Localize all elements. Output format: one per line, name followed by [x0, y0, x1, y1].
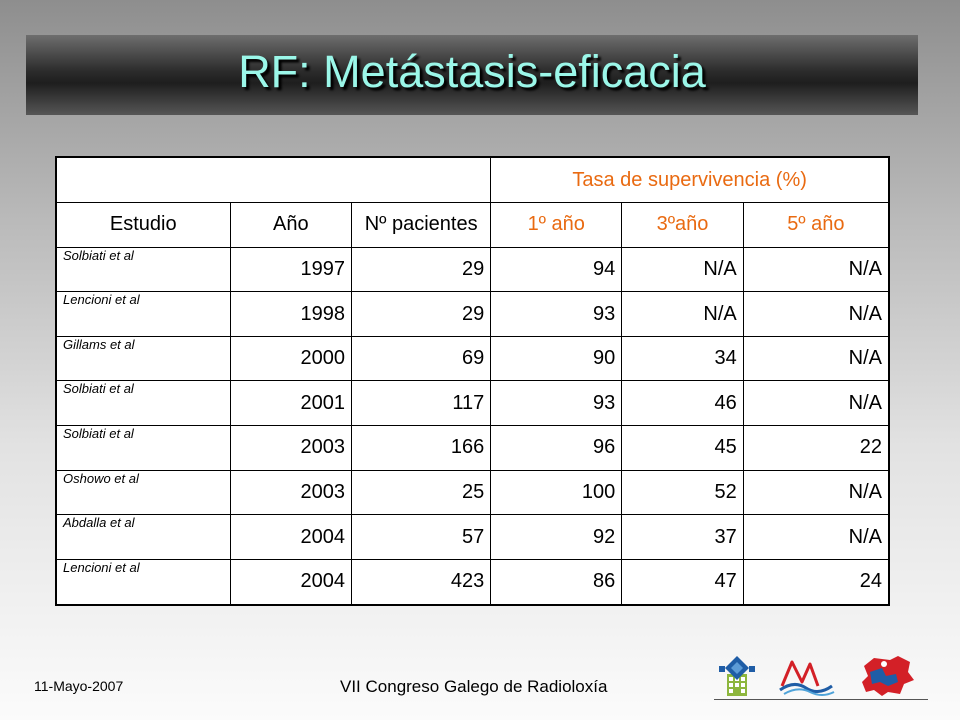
cell-patients: 29: [351, 291, 492, 337]
cell-year1: 93: [490, 380, 623, 427]
column-header-year1: 1º año: [490, 202, 623, 248]
cell-study: Lencioni et al: [55, 291, 231, 337]
column-header-year5: 5º año: [742, 202, 890, 248]
column-header-patients: Nº pacientes: [351, 202, 492, 248]
table-row: Lencioni et al 2004 423 86 47 24: [55, 558, 890, 606]
cell-year: 2004: [229, 514, 353, 560]
table-row: Solbiati et al 2001 117 93 46 N/A: [55, 380, 890, 427]
cell-year1: 100: [490, 469, 623, 516]
logo-divider: [714, 699, 928, 700]
title-bar: RF: Metástasis-eficacia: [26, 35, 918, 115]
cell-patients: 423: [351, 558, 492, 606]
column-header-row: Estudio Año Nº pacientes 1º año 3ºaño 5º…: [55, 202, 890, 248]
cell-study: Solbiati et al: [55, 246, 231, 293]
cell-study: Lencioni et al: [55, 558, 231, 606]
cell-year1: 92: [490, 514, 623, 560]
logo-strip: [719, 656, 914, 696]
cell-year: 2003: [229, 425, 353, 471]
empty-header-cell: [55, 156, 492, 204]
cell-study: Abdalla et al: [55, 514, 231, 560]
cell-patients: 69: [351, 335, 492, 382]
cell-year: 2004: [229, 558, 353, 606]
footer-date: 11-Mayo-2007: [34, 678, 124, 694]
cell-study: Solbiati et al: [55, 425, 231, 471]
cell-year5: N/A: [742, 291, 890, 337]
survival-rate-header: Tasa de supervivencia (%): [490, 156, 890, 204]
table-row: Solbiati et al 2003 166 96 45 22: [55, 425, 890, 471]
cell-year3: 37: [621, 514, 744, 560]
galicia-map-logo-icon: [862, 656, 914, 696]
cell-patients: 29: [351, 246, 492, 293]
cell-year3: 34: [621, 335, 744, 382]
cell-year1: 93: [490, 291, 623, 337]
cell-year: 2003: [229, 469, 353, 516]
cell-year1: 86: [490, 558, 623, 606]
slide-title: RF: Metástasis-eficacia: [238, 45, 706, 97]
cell-study: Gillams et al: [55, 335, 231, 382]
cell-year: 2000: [229, 335, 353, 382]
cell-year3: 52: [621, 469, 744, 516]
survival-table: Tasa de supervivencia (%) Estudio Año Nº…: [55, 156, 890, 606]
cell-year3: 45: [621, 425, 744, 471]
cell-year5: 24: [742, 558, 890, 606]
cell-year3: 46: [621, 380, 744, 427]
cell-patients: 57: [351, 514, 492, 560]
cell-year3: N/A: [621, 246, 744, 293]
cell-year5: 22: [742, 425, 890, 471]
cell-patients: 25: [351, 469, 492, 516]
cell-year3: N/A: [621, 291, 744, 337]
table-row: Solbiati et al 1997 29 94 N/A N/A: [55, 246, 890, 293]
cell-year: 1997: [229, 246, 353, 293]
group-header-row: Tasa de supervivencia (%): [55, 156, 890, 204]
cell-patients: 117: [351, 380, 492, 427]
cell-year: 2001: [229, 380, 353, 427]
cell-patients: 166: [351, 425, 492, 471]
cell-year: 1998: [229, 291, 353, 337]
table-row: Oshowo et al 2003 25 100 52 N/A: [55, 469, 890, 516]
table-row: Gillams et al 2000 69 90 34 N/A: [55, 335, 890, 382]
table-row: Lencioni et al 1998 29 93 N/A N/A: [55, 291, 890, 337]
cell-year5: N/A: [742, 469, 890, 516]
table-row: Abdalla et al 2004 57 92 37 N/A: [55, 514, 890, 560]
cell-year1: 94: [490, 246, 623, 293]
column-header-study: Estudio: [55, 202, 231, 248]
cell-year5: N/A: [742, 514, 890, 560]
column-header-year: Año: [229, 202, 353, 248]
ribbon-logo-icon: [779, 660, 835, 696]
footer-event: VII Congreso Galego de Radioloxía: [340, 677, 608, 696]
cell-year3: 47: [621, 558, 744, 606]
cell-study: Solbiati et al: [55, 380, 231, 427]
cell-year5: N/A: [742, 380, 890, 427]
cell-year5: N/A: [742, 246, 890, 293]
cell-year1: 96: [490, 425, 623, 471]
column-header-year3: 3ºaño: [621, 202, 744, 248]
tower-logo-icon: [719, 656, 755, 696]
cell-year1: 90: [490, 335, 623, 382]
cell-study: Oshowo et al: [55, 469, 231, 516]
cell-year5: N/A: [742, 335, 890, 382]
